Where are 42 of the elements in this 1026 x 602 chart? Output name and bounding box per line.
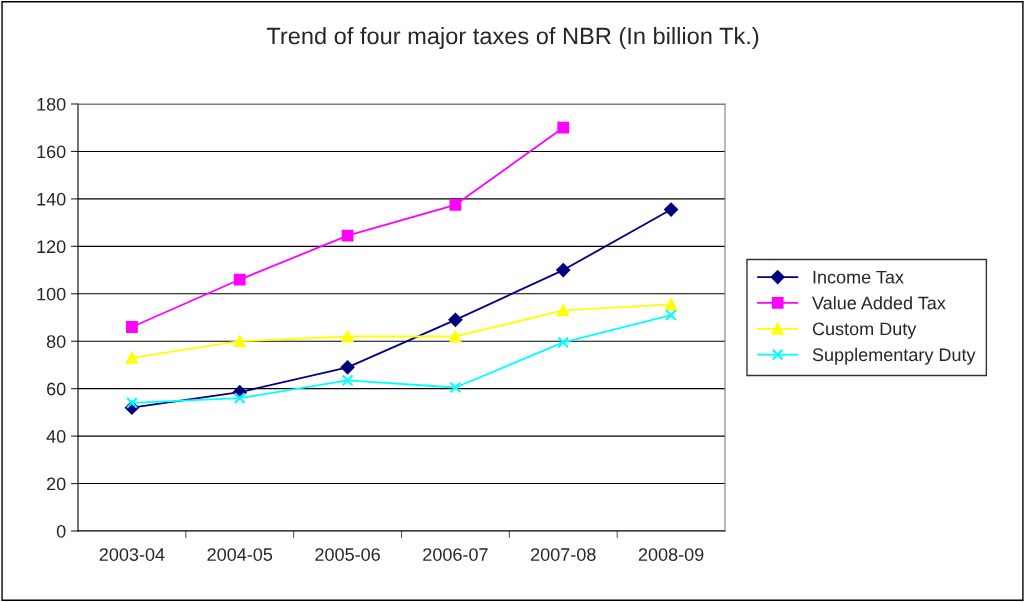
point	[233, 335, 246, 348]
x-tick-label: 2004-05	[207, 548, 273, 561]
y-tick-label: 0	[56, 524, 66, 538]
y-tick-label: 40	[46, 430, 66, 443]
point	[664, 202, 679, 217]
point	[340, 360, 355, 375]
legend-label: Custom Duty	[812, 322, 917, 339]
point	[341, 229, 354, 242]
chart-title: Trend of four major taxes of NBR (In billion Tk.)	[266, 27, 759, 49]
x-tick-label: 2008-09	[638, 548, 704, 561]
point	[449, 198, 462, 211]
y-tick-label: 160	[37, 145, 66, 159]
point	[233, 392, 246, 405]
legend-label: Supplementary Duty	[812, 347, 976, 365]
point	[126, 321, 138, 333]
y-tick-label: 140	[37, 192, 66, 206]
point	[665, 309, 677, 322]
point	[449, 330, 462, 343]
point	[126, 397, 138, 409]
point	[556, 263, 571, 277]
y-tick-label: 100	[37, 287, 66, 301]
point	[449, 381, 462, 394]
legend-label: Income Tax	[813, 270, 904, 284]
y-tick-label: 80	[46, 335, 66, 348]
point	[126, 351, 138, 364]
y-tick-label: 120	[37, 240, 66, 254]
point	[557, 121, 570, 134]
x-tick-label: 2007-08	[531, 548, 596, 561]
x-tick-label: 2005-06	[315, 548, 380, 561]
legend-label: Value Added Tax	[812, 296, 946, 310]
point	[557, 336, 570, 349]
y-tick-label: 60	[47, 382, 66, 396]
point	[665, 298, 677, 311]
point	[341, 330, 354, 343]
x-tick-label: 2006-07	[423, 548, 488, 561]
point	[448, 312, 463, 327]
point	[233, 273, 246, 286]
point	[341, 374, 354, 387]
x-tick-label: 2003-04	[99, 548, 165, 561]
y-tick-label: 180	[37, 97, 66, 111]
y-tick-label: 20	[47, 477, 66, 491]
point	[557, 304, 570, 317]
